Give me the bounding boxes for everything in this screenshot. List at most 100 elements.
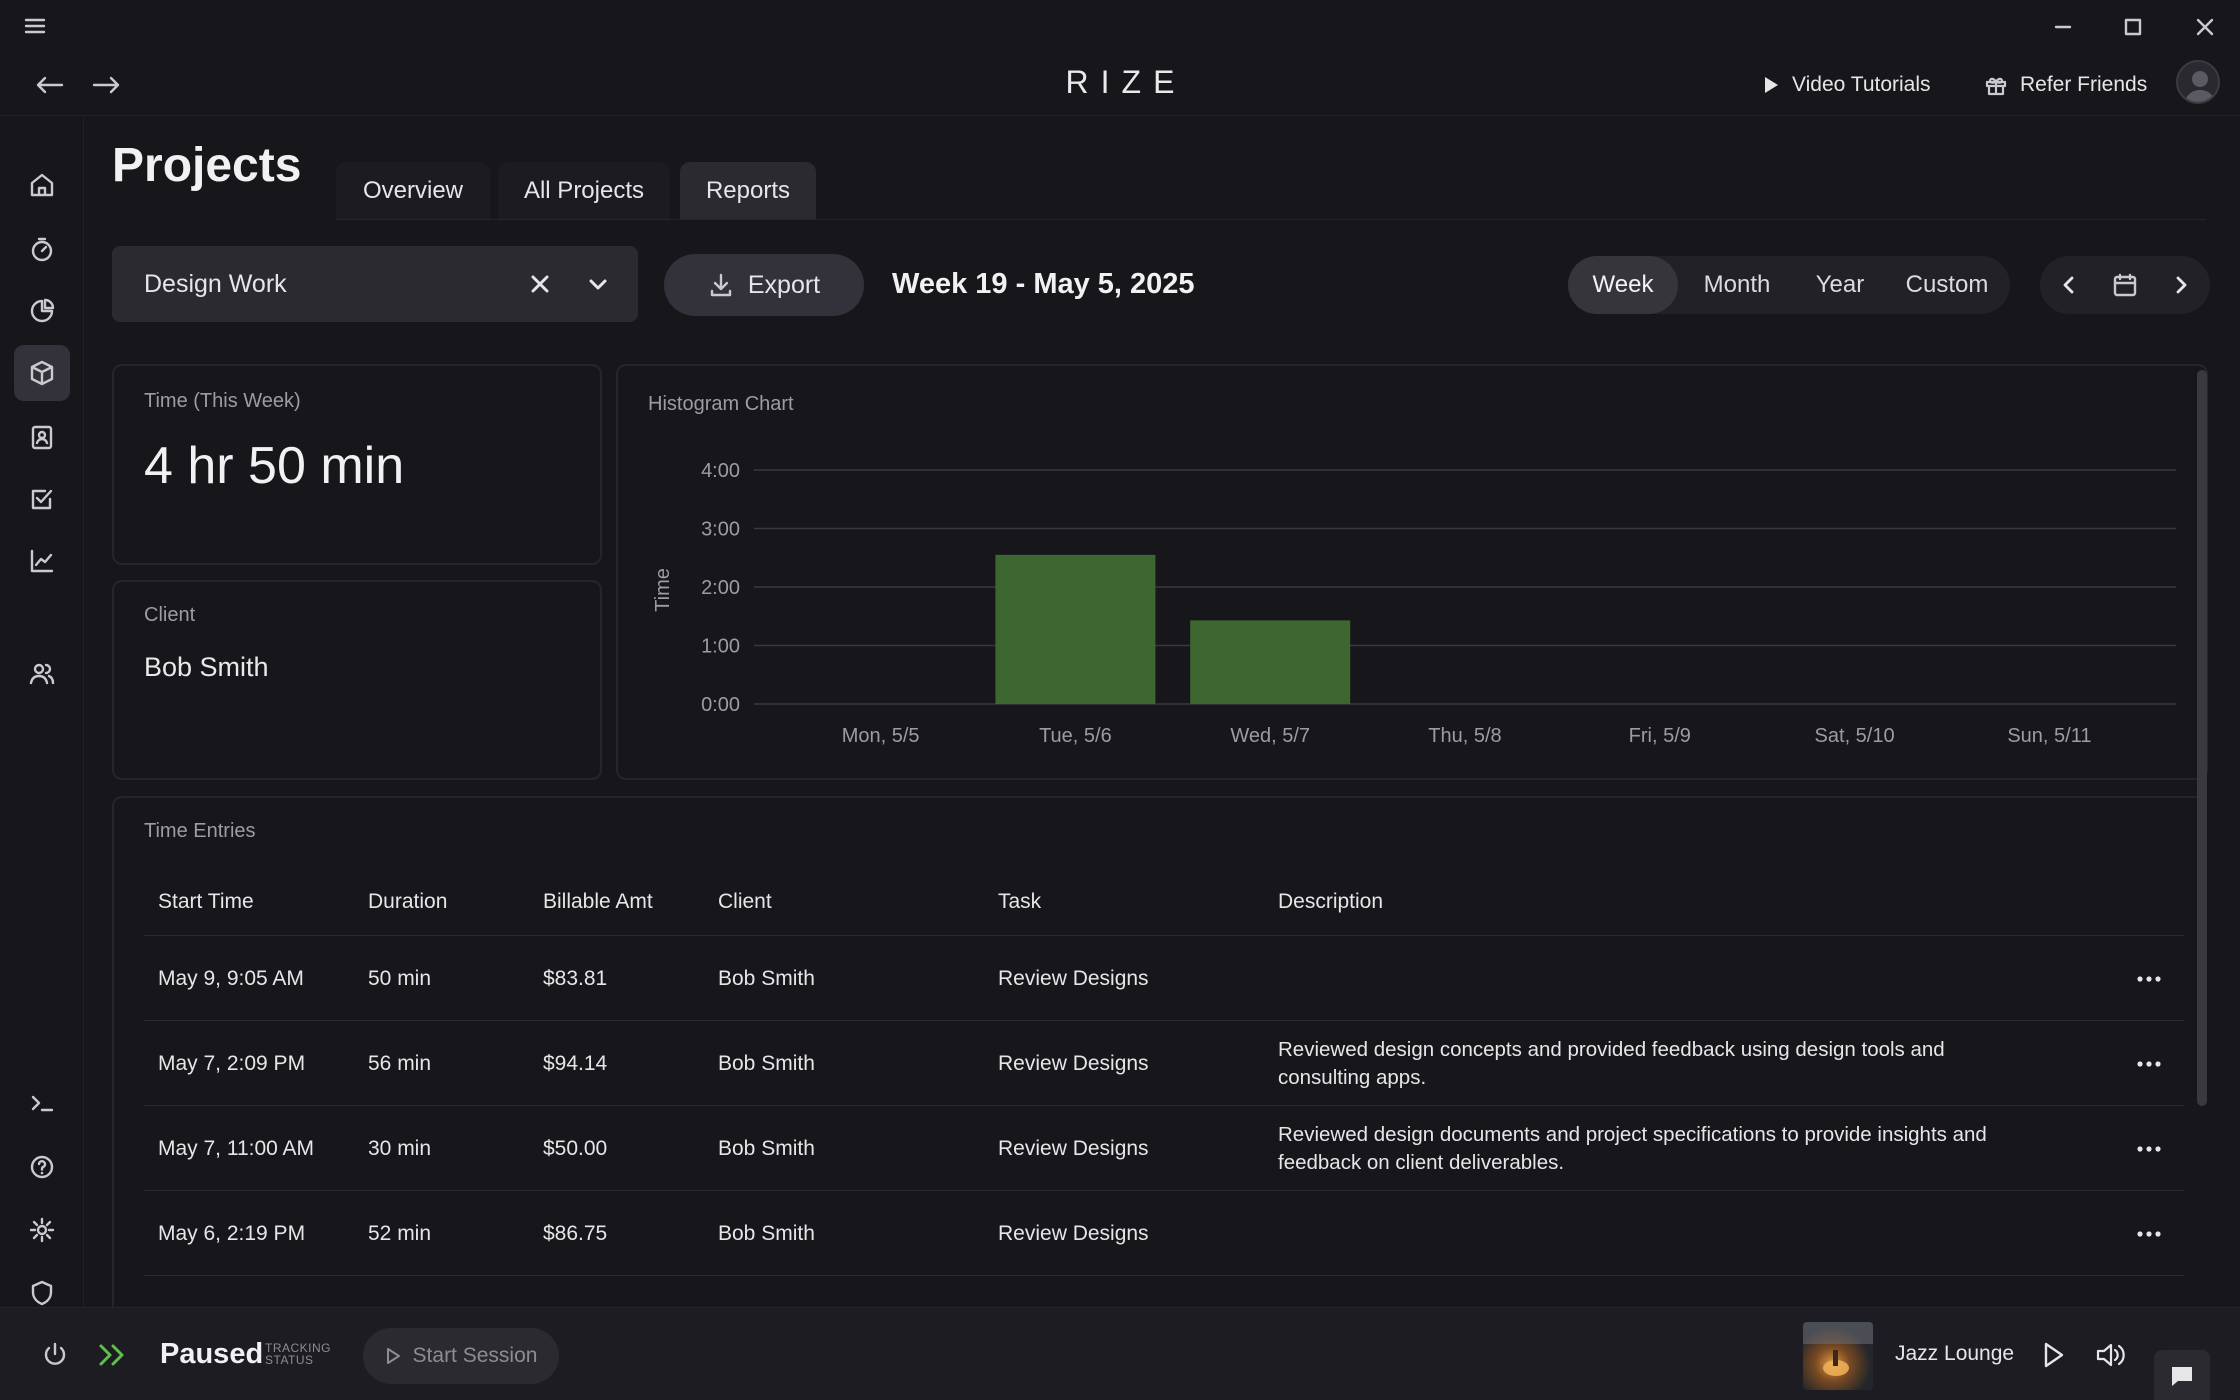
chat-icon[interactable] [2154,1350,2210,1400]
table-row-divider [144,1275,2184,1285]
table-row[interactable]: May 7, 2:09 PM 56 min $94.14 Bob Smith R… [144,1020,2184,1105]
col-start-time[interactable]: Start Time [158,890,254,913]
project-select-value: Design Work [144,270,287,298]
histogram-card: Histogram Chart Time 0:00 1:00 2:00 3:00 4:0… [616,364,2208,780]
table-row[interactable]: May 7, 11:00 AM 30 min $50.00 Bob Smith … [144,1105,2184,1190]
time-entries-table: Time Entries Start Time Duration Billabl… [112,796,2202,1336]
histogram-bar [1190,620,1351,704]
top-bar: RIZE Video Tutorials Refer Friends [0,52,2240,116]
entry-description: Reviewed design documents and project sp… [1278,1122,1987,1174]
range-year[interactable]: Year [1815,271,1865,298]
page-title: Projects [112,139,302,192]
tab-all-projects[interactable]: All Projects [498,162,670,220]
avatar[interactable] [2176,60,2220,104]
back-arrow-icon[interactable] [32,70,68,100]
sidebar-item-privacy[interactable] [14,1265,70,1321]
shield-icon [31,1280,53,1306]
x-tick-label: Wed, 5/7 [1230,725,1310,747]
calendar-icon[interactable] [2110,270,2140,300]
entry-task: Review Designs [998,966,1149,990]
range-custom[interactable]: Custom [1905,271,1989,298]
start-session-button[interactable]: Start Session [363,1328,559,1384]
power-icon[interactable] [40,1340,70,1370]
time-card-value: 4 hr 50 min [144,437,405,495]
sidebar-item-settings[interactable] [14,1202,70,1258]
range-month[interactable]: Month [1703,271,1771,298]
menu-icon[interactable] [22,14,48,38]
minimize-icon[interactable] [2048,12,2078,42]
close-window-icon[interactable] [2190,12,2220,42]
chevron-left-icon[interactable] [2054,270,2084,300]
client-card-label: Client [144,604,196,626]
y-tick-label: 3:00 [701,519,740,541]
col-task[interactable]: Task [998,890,1042,913]
x-tick-label: Thu, 5/8 [1428,725,1501,747]
range-week[interactable]: Week [1568,256,1678,314]
entry-start-time: May 9, 9:05 AM [158,966,304,990]
tab-overview[interactable]: Overview [336,162,490,220]
chevron-right-icon[interactable] [2166,270,2196,300]
volume-icon[interactable] [2094,1339,2128,1371]
entry-task: Review Designs [998,1051,1149,1075]
more-icon[interactable] [2134,964,2164,994]
entry-amount: $83.81 [543,966,608,990]
app-logo: RIZE [1065,64,1187,100]
video-tutorials-label: Video Tutorials [1792,73,1931,96]
play-icon[interactable] [2038,1339,2068,1371]
sidebar-item-timer[interactable] [14,221,70,277]
terminal-icon [31,1095,54,1112]
sidebar-item-help[interactable] [14,1139,70,1195]
chevron-down-icon[interactable] [580,266,616,302]
contact-card-icon [31,425,53,450]
export-button[interactable]: Export [664,254,864,316]
sidebar-item-clients[interactable] [14,409,70,465]
entry-client: Bob Smith [718,1136,815,1160]
y-tick-label: 0:00 [701,694,740,716]
bottom-bar: Paused TRACKING STATUS Start Session Jaz… [0,1307,2240,1400]
col-client[interactable]: Client [718,890,772,913]
clear-icon[interactable] [522,266,558,302]
video-tutorials-link[interactable]: Video Tutorials [1762,68,1931,102]
more-icon[interactable] [2134,1049,2164,1079]
sidebar-item-home[interactable] [14,157,70,213]
refer-friends-label: Refer Friends [2020,73,2148,96]
col-duration[interactable]: Duration [368,890,448,913]
entry-description [1278,936,1998,1021]
stopwatch-icon [31,237,53,262]
y-tick-label: 1:00 [701,636,740,658]
scrollbar[interactable] [2197,370,2207,1106]
entry-duration: 52 min [368,1221,432,1245]
project-select[interactable]: Design Work [112,246,638,322]
entry-amount: $94.14 [543,1051,608,1075]
home-icon [30,173,54,197]
sidebar-item-reports[interactable] [14,533,70,589]
gift-icon [1985,77,2007,96]
sidebar-item-analytics[interactable] [14,283,70,339]
sidebar-item-tasks[interactable] [14,471,70,527]
tab-reports[interactable]: Reports [680,162,816,220]
histogram-chart: Histogram Chart Time 0:00 1:00 2:00 3:00 4:0… [648,393,2176,747]
entry-client: Bob Smith [718,1221,815,1245]
col-billable-amount[interactable]: Billable Amt [543,890,653,913]
time-entries-label: Time Entries [144,820,256,842]
sidebar-item-team[interactable] [14,645,70,701]
users-icon [29,663,55,685]
album-art [1803,1322,1873,1390]
sidebar-item-terminal[interactable] [14,1075,70,1131]
sidebar-item-projects[interactable] [14,345,70,401]
tab-divider [336,219,2206,220]
table-row[interactable]: May 6, 2:19 PM 52 min $86.75 Bob Smith R… [144,1190,2184,1275]
more-icon[interactable] [2134,1219,2164,1249]
refer-friends-link[interactable]: Refer Friends [1984,68,2147,102]
x-tick-label: Sun, 5/11 [2007,725,2091,747]
export-label: Export [747,270,821,299]
more-icon[interactable] [2134,1134,2164,1164]
entry-description: Reviewed design concepts and provided fe… [1278,1037,1945,1089]
col-description[interactable]: Description [1278,890,1384,913]
entry-task: Review Designs [998,1136,1149,1160]
line-chart-icon [30,549,54,573]
y-tick-label: 4:00 [701,460,740,482]
maximize-icon[interactable] [2118,12,2148,42]
forward-arrow-icon[interactable] [88,70,124,100]
table-row[interactable]: May 9, 9:05 AM 50 min $83.81 Bob Smith R… [144,935,2184,1020]
